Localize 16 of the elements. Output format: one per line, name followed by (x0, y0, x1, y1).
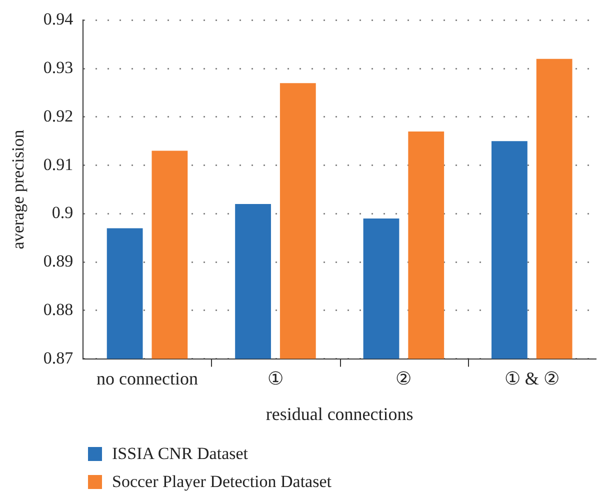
y-tick-label: 0.91 (43, 154, 74, 174)
x-tick-label: ① (267, 368, 284, 388)
x-axis-title: residual connections (266, 404, 414, 424)
y-tick-label: 0.88 (43, 300, 74, 319)
x-tick-label: ② (396, 368, 412, 388)
y-tick-label: 0.93 (43, 58, 74, 78)
y-tick-label: 0.87 (43, 348, 74, 368)
y-tick-label: 0.89 (43, 252, 74, 271)
y-tick-label: 0.92 (43, 106, 74, 126)
x-tick-label: ① & ② (504, 368, 560, 388)
x-tick-label: no connection (96, 368, 198, 388)
y-tick-label: 0.94 (43, 10, 74, 29)
y-tick-label: 0.9 (52, 203, 74, 222)
legend-label: Soccer Player Detection Dataset (112, 472, 332, 492)
y-axis-title: average precision (8, 129, 28, 250)
legend-label: ISSIA CNR Dataset (112, 444, 248, 464)
